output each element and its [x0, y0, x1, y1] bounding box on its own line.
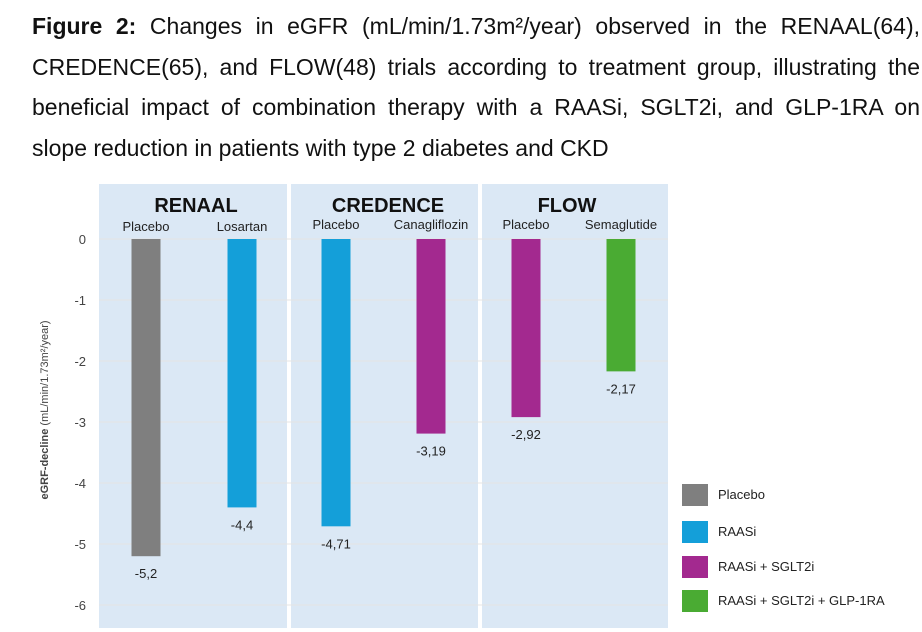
bar: [321, 239, 351, 527]
legend-swatch: [682, 484, 708, 506]
y-tick-label: -6: [74, 598, 86, 613]
value-label: -5,2: [135, 566, 157, 581]
y-tick-label: -3: [74, 415, 86, 430]
y-tick-label: 0: [79, 232, 86, 247]
legend-label: RAASi + SGLT2i: [718, 559, 815, 574]
legend-label: Placebo: [718, 487, 765, 502]
category-label: Placebo: [503, 217, 550, 232]
value-label: -2,92: [511, 427, 541, 442]
category-label: Placebo: [313, 217, 360, 232]
trial-panel: [291, 184, 478, 628]
trial-title: CREDENCE: [332, 195, 444, 217]
legend-item: RAASi: [682, 521, 922, 543]
y-axis-label: eGRF-decline: [39, 426, 51, 500]
value-label: -2,17: [606, 381, 636, 396]
legend-item: Placebo: [682, 484, 922, 506]
caption-text: Changes in eGFR (mL/min/1.73m²/year) obs…: [32, 13, 921, 161]
bar: [227, 239, 257, 508]
bar: [511, 239, 541, 418]
category-label: Semaglutide: [585, 217, 657, 232]
value-label: -4,71: [321, 536, 351, 551]
legend-item: RAASi + SGLT2i + GLP-1RA: [682, 590, 922, 612]
category-label: Canagliflozin: [394, 217, 468, 232]
y-tick-label: -1: [74, 293, 86, 308]
trial-panel: [482, 184, 668, 628]
legend-item: RAASi + SGLT2i: [682, 556, 922, 578]
value-label: -3,19: [416, 444, 446, 459]
category-label: Losartan: [217, 219, 268, 234]
value-label: -4,4: [231, 517, 253, 532]
category-label: Placebo: [123, 219, 170, 234]
y-tick-label: -4: [74, 476, 86, 491]
y-axis-unit: (mL/min/1.73m²/year): [39, 320, 51, 425]
y-tick-label: -2: [74, 354, 86, 369]
figure-caption: Figure 2: Changes in eGFR (mL/min/1.73m²…: [32, 6, 920, 168]
y-axis-title: eGRF-decline (mL/min/1.73m²/year): [39, 320, 51, 499]
figure-label: Figure 2:: [32, 13, 137, 39]
bar: [606, 239, 636, 372]
y-tick-label: -5: [74, 537, 86, 552]
trial-title: RENAAL: [154, 195, 237, 217]
legend-swatch: [682, 521, 708, 543]
bar: [131, 239, 161, 557]
legend-swatch: [682, 590, 708, 612]
bar: [416, 239, 446, 434]
legend-swatch: [682, 556, 708, 578]
legend-label: RAASi + SGLT2i + GLP-1RA: [718, 593, 885, 608]
trial-panel: [99, 184, 287, 628]
trial-title: FLOW: [538, 195, 597, 217]
legend-label: RAASi: [718, 524, 757, 539]
